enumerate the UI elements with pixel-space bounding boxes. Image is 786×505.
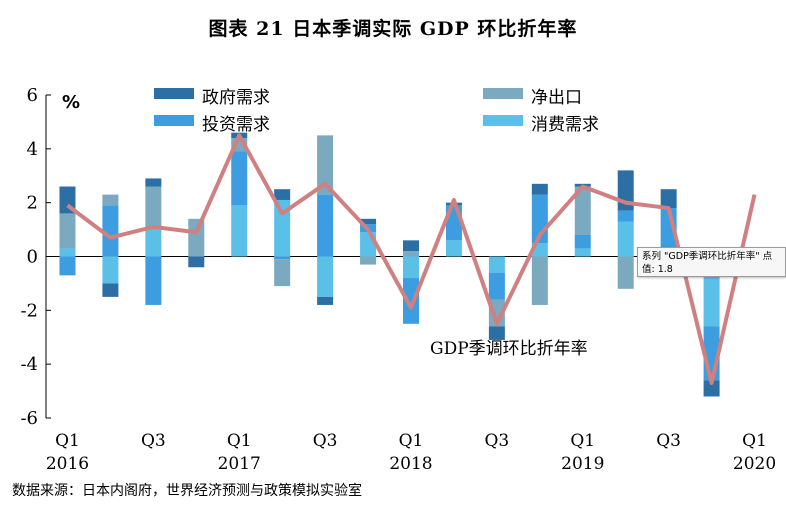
x-tick-year-label: 2020 bbox=[733, 454, 776, 474]
bar-segment bbox=[574, 234, 591, 249]
bar-segment bbox=[102, 256, 119, 284]
bar-segment bbox=[317, 194, 334, 257]
x-tick-year-label: 2017 bbox=[218, 454, 261, 474]
legend-swatch bbox=[154, 115, 194, 126]
x-tick-year-label: 2019 bbox=[561, 454, 604, 474]
gdp-line bbox=[66, 133, 757, 386]
x-tick-label: Q1 bbox=[399, 431, 424, 451]
x-tick-label: Q3 bbox=[656, 431, 681, 451]
bar-segment bbox=[660, 189, 677, 209]
bar-segment bbox=[274, 256, 291, 260]
bar-segment bbox=[274, 199, 291, 257]
bar-segment bbox=[574, 248, 591, 257]
x-tick-label: Q1 bbox=[227, 431, 252, 451]
bar-segment bbox=[403, 240, 419, 252]
bar-segment bbox=[617, 221, 634, 257]
bar-segment bbox=[145, 178, 162, 187]
bar-segment bbox=[574, 186, 591, 235]
x-tick-label: Q1 bbox=[742, 431, 767, 451]
y-tick-label: -4 bbox=[20, 354, 38, 375]
y-tick-label: 0 bbox=[27, 247, 38, 268]
bar-segment bbox=[231, 205, 248, 257]
gdp-line-label: GDP季调环比折年率 bbox=[430, 339, 588, 359]
legend-label: 消费需求 bbox=[531, 115, 599, 135]
bar-segment bbox=[231, 151, 248, 206]
bar-segment bbox=[445, 240, 462, 257]
bar-segment bbox=[102, 283, 119, 297]
bar-segment bbox=[403, 278, 419, 324]
bar-segment bbox=[617, 210, 634, 222]
y-tick-label: 6 bbox=[27, 85, 38, 106]
legend-label: 政府需求 bbox=[202, 88, 270, 108]
bar-segment bbox=[488, 326, 505, 340]
legend-label: 净出口 bbox=[531, 88, 582, 108]
bar-segment bbox=[317, 256, 334, 297]
bar-segment bbox=[59, 248, 76, 257]
bar-segment bbox=[188, 256, 205, 268]
y-axis-unit-label: % bbox=[62, 92, 80, 113]
data-point-tooltip: 系列 "GDP季调环比折年率" 点 值: 1.8 bbox=[637, 247, 786, 277]
x-tick-year-label: 2018 bbox=[389, 454, 432, 474]
bar-segment bbox=[274, 189, 291, 200]
source-note: 数据来源：日本内阁府，世界经济预测与政策模拟实验室 bbox=[12, 483, 362, 499]
x-tick-label: Q1 bbox=[55, 431, 80, 451]
y-tick-label: -6 bbox=[20, 408, 38, 429]
bar-segment bbox=[531, 183, 548, 195]
bar-segment bbox=[703, 380, 720, 397]
bar-segment bbox=[145, 186, 162, 230]
bar-segment bbox=[531, 256, 548, 305]
y-tick-label: -2 bbox=[20, 300, 38, 321]
legend-swatch bbox=[154, 88, 194, 99]
x-tick-label: Q3 bbox=[313, 431, 338, 451]
bar-segment bbox=[274, 259, 291, 287]
x-tick-label: Q1 bbox=[570, 431, 595, 451]
bar-segment bbox=[617, 256, 634, 289]
legend-swatch bbox=[483, 115, 523, 126]
bar-segment bbox=[360, 218, 377, 225]
tooltip-line-2: 值: 1.8 bbox=[642, 264, 673, 275]
bar-segment bbox=[317, 135, 334, 195]
bar-segment bbox=[403, 256, 419, 279]
y-tick-label: 4 bbox=[27, 139, 38, 160]
bar-segment bbox=[360, 256, 377, 265]
chart-title: 图表 21 日本季调实际 GDP 环比折年率 bbox=[208, 18, 578, 40]
x-tick-label: Q3 bbox=[484, 431, 509, 451]
bar-segment bbox=[145, 229, 162, 257]
x-tick-year-label: 2016 bbox=[46, 454, 89, 474]
tooltip-line-1: 系列 "GDP季调环比折年率" 点 bbox=[642, 251, 773, 262]
x-tick-label: Q3 bbox=[141, 431, 166, 451]
bar-segment bbox=[317, 296, 334, 305]
bar-segment bbox=[59, 213, 76, 249]
legend-label: 投资需求 bbox=[202, 115, 270, 135]
y-tick-label: 2 bbox=[27, 193, 38, 214]
bar-segment bbox=[102, 205, 119, 257]
bar-segment bbox=[403, 251, 419, 257]
bar-segment bbox=[145, 256, 162, 305]
bar-segment bbox=[102, 194, 119, 206]
legend-swatch bbox=[483, 88, 523, 99]
bar-segment bbox=[188, 218, 205, 257]
bar-segment bbox=[59, 256, 76, 276]
bar-segment bbox=[488, 272, 505, 300]
bar-segment bbox=[488, 256, 505, 273]
